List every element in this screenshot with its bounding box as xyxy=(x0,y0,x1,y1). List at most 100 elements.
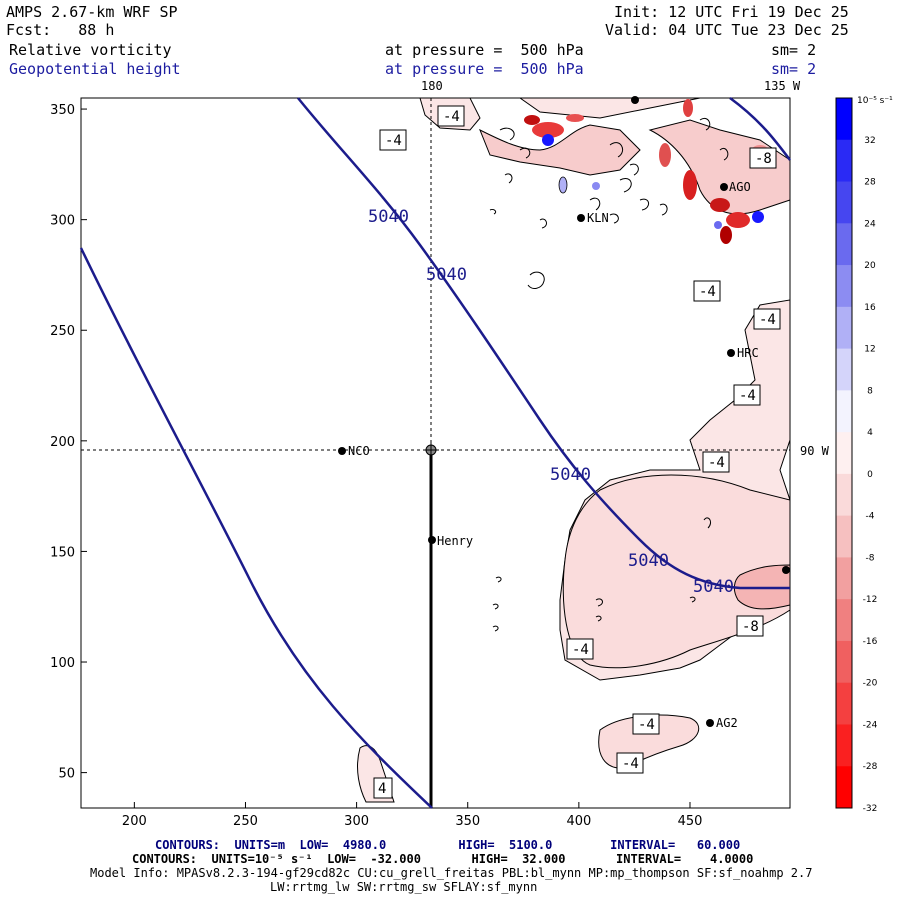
vorticity-label: -4 xyxy=(443,109,460,125)
colorbar-swatch xyxy=(836,557,852,600)
forecast-hour: Fcst: 88 h xyxy=(6,21,115,39)
field1-name: Relative vorticity xyxy=(9,41,172,59)
colorbar: 32 28 24 20 16 12 8 4 0 -4 -8 -12 -16 -20 -24 -28 -32 xyxy=(835,97,878,814)
field1-smooth: sm= 2 xyxy=(771,41,817,59)
colorbar-swatch xyxy=(836,265,852,308)
colorbar-tick-label: 20 xyxy=(864,261,876,271)
station-dot xyxy=(631,96,639,104)
vorticity-label: 4 xyxy=(378,781,386,797)
height-label: 5040 xyxy=(628,551,669,571)
station-dot xyxy=(706,719,714,727)
valid-time: Valid: 04 UTC Tue 23 Dec 25 xyxy=(605,21,849,39)
footer-model-info: Model Info: MPASv8.2.3-194-gf29cd82c CU:… xyxy=(90,866,813,880)
station-label: NCO xyxy=(348,444,370,458)
colorbar-swatch xyxy=(836,640,852,684)
lon-label-135w: 135 W xyxy=(764,79,801,93)
vorticity-label: -4 xyxy=(699,284,716,300)
colorbar-frame xyxy=(835,97,853,809)
vorticity-label: -4 xyxy=(622,756,639,772)
colorbar-swatch xyxy=(836,223,852,266)
station-dot xyxy=(782,566,790,574)
height-label: 5040 xyxy=(693,577,734,597)
station-dot xyxy=(720,183,728,191)
vorticity-label: -8 xyxy=(742,619,759,635)
vorticity-label: -4 xyxy=(759,312,776,328)
colorbar-swatch xyxy=(836,473,852,517)
colorbar-tick-label: 16 xyxy=(864,303,876,313)
station-label: HRC xyxy=(737,346,759,360)
footer-contours-height: CONTOURS: UNITS=m LOW= 4980.0 HIGH= 5100… xyxy=(155,838,741,852)
footer-model-info-2: LW:rrtmg_lw SW:rrtmg_sw SFLAY:sf_mynn xyxy=(270,880,538,894)
y-tick-label: 150 xyxy=(50,545,75,560)
colorbar-swatch xyxy=(836,348,852,391)
y-tick-label: 200 xyxy=(50,435,75,450)
height-label: 5040 xyxy=(426,265,467,285)
field2-name: Geopotential height xyxy=(9,60,181,78)
x-tick-label: 450 xyxy=(678,814,703,829)
x-tick-label: 300 xyxy=(344,814,369,829)
colorbar-tick-label: 12 xyxy=(864,345,875,355)
vorticity-label: -4 xyxy=(638,717,655,733)
colorbar-tick-label: 4 xyxy=(867,428,873,438)
colorbar-tick-label: -12 xyxy=(863,595,878,605)
colorbar-swatch xyxy=(836,390,852,433)
colorbar-tick-label: -24 xyxy=(863,720,878,730)
colorbar-swatch xyxy=(836,139,852,183)
colorbar-swatch xyxy=(836,766,852,809)
colorbar-swatch xyxy=(836,599,852,642)
vorticity-label: -4 xyxy=(739,388,756,404)
station-dot xyxy=(428,536,436,544)
colorbar-swatch xyxy=(836,181,852,224)
colorbar-tick-label: 32 xyxy=(864,136,875,146)
lon-label-90w: 90 W xyxy=(800,444,830,458)
colorbar-swatch xyxy=(836,432,852,475)
colorbar-swatch xyxy=(836,682,852,725)
colorbar-swatch xyxy=(836,98,852,141)
colorbar-tick-label: 0 xyxy=(867,470,873,480)
height-labels: 5040 5040 5040 5040 5040 xyxy=(368,207,734,597)
vorticity-label: -4 xyxy=(708,455,725,471)
x-tick-label: 200 xyxy=(122,814,147,829)
y-axis: 350 300 250 200 150 100 50 xyxy=(50,103,87,782)
y-tick-label: 100 xyxy=(50,656,75,671)
y-tick-label: 250 xyxy=(50,324,75,339)
vorticity-label: -4 xyxy=(572,642,589,658)
footer-contours-vorticity: CONTOURS: UNITS=10⁻⁵ s⁻¹ LOW= -32.000 HI… xyxy=(132,852,754,866)
colorbar-tick-label: -28 xyxy=(863,762,878,772)
lon-label-180: 180 xyxy=(421,79,443,93)
colorbar-swatch xyxy=(836,515,852,558)
vorticity-label: -4 xyxy=(385,133,402,149)
y-tick-label: 350 xyxy=(50,103,75,118)
colorbar-unit: 10⁻⁵ s⁻¹ xyxy=(857,96,893,106)
station-dot xyxy=(577,214,585,222)
field1-level: at pressure = 500 hPa xyxy=(385,41,584,59)
colorbar-tick-label: 28 xyxy=(864,178,876,188)
colorbar-tick-label: -16 xyxy=(863,637,878,647)
station-label: KLN xyxy=(587,211,609,225)
station-markers: NCO Henry KLN AGO HRC AG2 xyxy=(338,96,790,730)
height-label: 5040 xyxy=(550,465,591,485)
field2-smooth: sm= 2 xyxy=(771,60,817,78)
plot-frame xyxy=(80,97,791,809)
colorbar-tick-label: 8 xyxy=(867,386,873,396)
vorticity-labels: -4 -4 -8 -4 -4 -4 -4 -8 -4 -4 -4 4 xyxy=(373,105,781,799)
init-time: Init: 12 UTC Fri 19 Dec 25 xyxy=(614,3,849,21)
y-tick-label: 300 xyxy=(50,214,75,229)
model-title: AMPS 2.67-km WRF SP xyxy=(6,3,178,21)
x-tick-label: 400 xyxy=(566,814,591,829)
height-label: 5040 xyxy=(368,207,409,227)
colorbar-tick-label: 24 xyxy=(864,219,876,229)
south-pole-marker xyxy=(423,442,439,458)
station-dot xyxy=(338,447,346,455)
station-label: Henry xyxy=(437,534,473,548)
colorbar-tick-label: -4 xyxy=(866,512,875,522)
field2-level: at pressure = 500 hPa xyxy=(385,60,584,78)
colorbar-tick-label: -20 xyxy=(863,679,878,689)
vorticity-shading xyxy=(270,97,791,803)
station-label: AGO xyxy=(729,180,751,194)
intense-vorticity-cells xyxy=(489,99,768,632)
height-contours xyxy=(79,96,791,809)
colorbar-swatch xyxy=(836,724,852,767)
colorbar-swatch xyxy=(836,306,852,350)
